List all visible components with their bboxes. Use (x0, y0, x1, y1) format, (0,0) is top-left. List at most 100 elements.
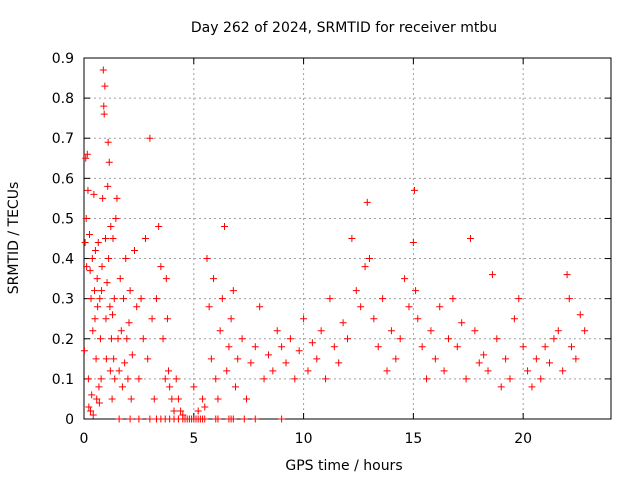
data-point (100, 110, 108, 118)
data-point (576, 311, 584, 319)
x-axis-label: GPS time / hours (285, 458, 402, 474)
data-point (567, 343, 575, 351)
data-point (144, 355, 152, 363)
data-point (112, 214, 120, 222)
data-point (387, 327, 395, 335)
data-point (462, 375, 470, 383)
data-point (313, 355, 321, 363)
data-point (581, 327, 589, 335)
data-point (108, 395, 116, 403)
data-point (99, 194, 107, 202)
data-point (436, 303, 444, 311)
data-point (475, 359, 483, 367)
data-point (251, 343, 259, 351)
data-point (234, 355, 242, 363)
data-point (87, 407, 95, 415)
data-point (414, 315, 422, 323)
x-tick-label: 15 (404, 431, 422, 447)
data-point (286, 335, 294, 343)
data-point (104, 138, 112, 146)
data-point (93, 395, 101, 403)
data-point (445, 335, 453, 343)
data-point (335, 359, 343, 367)
data-point (559, 367, 567, 375)
data-point (94, 239, 102, 247)
y-tick-label: 0 (65, 412, 74, 428)
data-point (110, 355, 118, 363)
data-point (201, 403, 209, 411)
data-point (563, 271, 571, 279)
y-tick-label: 0.2 (52, 332, 74, 348)
data-point (227, 315, 235, 323)
data-point (105, 158, 113, 166)
data-point (137, 295, 145, 303)
y-tick-label: 0.8 (52, 91, 74, 107)
x-tick-label: 0 (80, 431, 89, 447)
data-point (361, 263, 369, 271)
data-point (240, 415, 248, 423)
data-point (515, 295, 523, 303)
y-tick-label: 0.7 (52, 131, 74, 147)
data-point (524, 367, 532, 375)
data-point (458, 319, 466, 327)
data-point (205, 303, 213, 311)
data-point (124, 375, 132, 383)
data-point (157, 263, 165, 271)
data-point (493, 335, 501, 343)
data-point (554, 327, 562, 335)
data-point (471, 327, 479, 335)
data-point (484, 367, 492, 375)
y-axis-label: SRMTID / TECUs (6, 182, 22, 295)
data-point (190, 383, 198, 391)
data-point (85, 230, 93, 238)
data-point (344, 335, 351, 343)
data-point (90, 190, 98, 198)
data-point (84, 375, 92, 383)
data-point (282, 359, 290, 367)
data-point (159, 335, 167, 343)
data-point (238, 335, 246, 343)
y-tick-label: 0.3 (52, 292, 74, 308)
data-point (106, 367, 114, 375)
data-point (203, 255, 211, 263)
y-tick-label: 0.9 (52, 51, 74, 67)
data-point (177, 407, 185, 415)
data-point (95, 399, 103, 407)
data-point (214, 415, 222, 423)
point-layer (80, 66, 589, 423)
data-point (247, 359, 255, 367)
data-point (510, 315, 518, 323)
data-point (109, 235, 117, 242)
data-point (152, 295, 160, 303)
data-point (131, 247, 139, 255)
data-point (115, 367, 123, 375)
data-point (264, 351, 272, 359)
data-point (502, 355, 510, 363)
data-point (95, 383, 103, 391)
data-point (212, 375, 220, 383)
data-point (109, 311, 117, 319)
data-point (201, 415, 209, 423)
y-tick-label: 0.1 (52, 372, 74, 388)
data-point (91, 315, 99, 323)
chart-title: Day 262 of 2024, SRMTID for receiver mtb… (191, 20, 497, 36)
data-point (115, 415, 123, 423)
data-point (565, 295, 573, 303)
data-point (405, 303, 413, 311)
data-point (409, 239, 417, 247)
data-point (88, 255, 96, 263)
data-point (126, 415, 134, 423)
data-point (210, 275, 218, 283)
data-point (110, 295, 118, 303)
data-point (251, 415, 259, 423)
data-point (104, 182, 112, 190)
data-point (172, 375, 180, 383)
data-point (304, 367, 312, 375)
data-point (273, 327, 281, 335)
data-point (232, 383, 240, 391)
data-point (326, 295, 334, 303)
y-tick-label: 0.6 (52, 171, 74, 187)
data-point (221, 222, 229, 230)
data-point (363, 198, 371, 206)
